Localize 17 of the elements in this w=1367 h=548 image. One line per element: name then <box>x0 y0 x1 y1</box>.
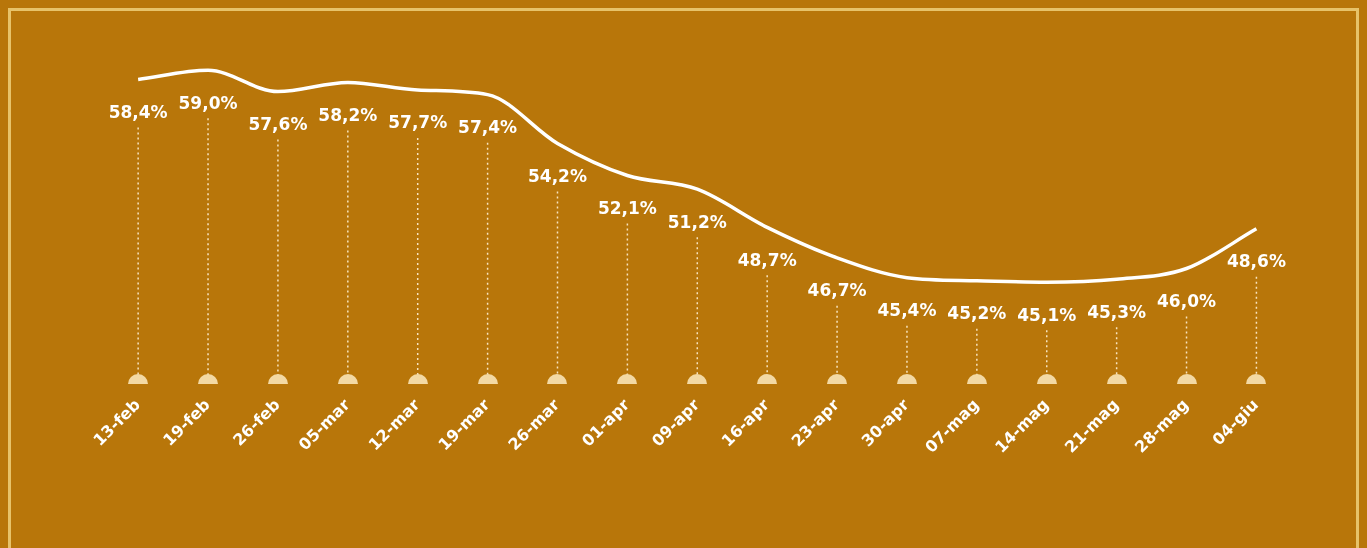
data-label: 45,4% <box>877 300 937 321</box>
data-label: 59,0% <box>178 92 238 113</box>
data-label: 48,7% <box>737 249 797 270</box>
data-label: 54,2% <box>528 165 587 186</box>
data-label: 48,6% <box>1226 251 1286 272</box>
data-label: 57,7% <box>388 112 448 133</box>
data-label: 46,7% <box>807 280 867 301</box>
data-label: 57,6% <box>248 114 308 135</box>
data-label: 57,4% <box>458 117 518 138</box>
data-label: 45,1% <box>1017 304 1077 325</box>
data-label: 46,0% <box>1157 290 1217 311</box>
data-label: 51,2% <box>667 211 727 232</box>
data-label: 45,3% <box>1087 301 1147 322</box>
data-label: 58,2% <box>318 104 378 125</box>
data-label: 45,2% <box>947 303 1007 324</box>
data-label: 58,4% <box>108 101 168 122</box>
data-label: 52,1% <box>597 197 657 218</box>
